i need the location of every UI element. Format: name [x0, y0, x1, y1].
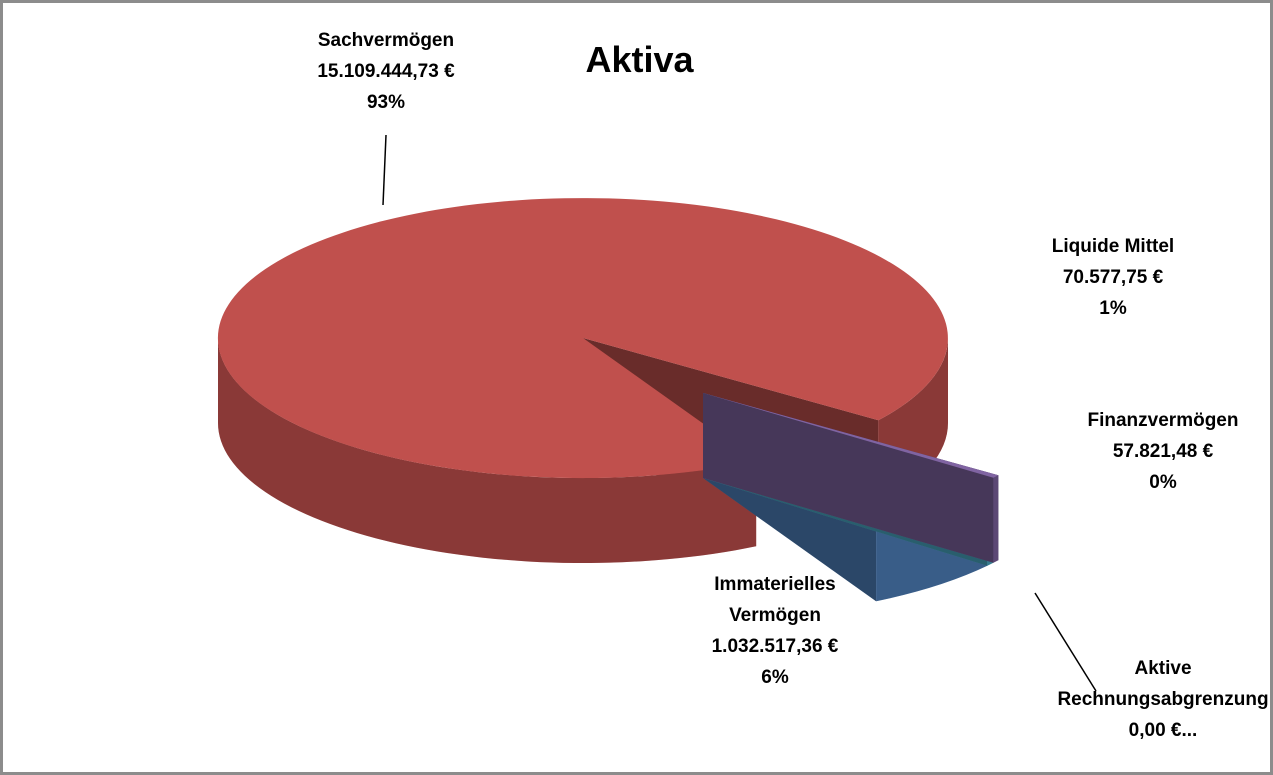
leader-line [382, 134, 387, 206]
slice-side-shade [217, 338, 757, 564]
slice-side-shade [993, 475, 999, 563]
chart [217, 134, 1097, 692]
slice-top [703, 393, 999, 478]
category-label: Aktive Rechnungsabgrenzung [1057, 658, 1269, 710]
slice [703, 393, 999, 563]
percent-label: 0% [1149, 472, 1177, 493]
category-label: Finanzvermögen [1087, 410, 1239, 431]
data-label: Immaterielles Vermögen 1.032.517,36 € 6% [700, 569, 850, 693]
data-label: Sachvermögen 15.109.444,73 € 93% [256, 25, 516, 118]
chart-title: Aktiva [585, 39, 694, 80]
slice-cut-face-shade [703, 393, 994, 563]
percent-label: 1% [1099, 298, 1127, 319]
value-label: 15.109.444,73 € [317, 61, 455, 82]
leader-line [1034, 592, 1097, 692]
value-label: 1.032.517,36 € [711, 636, 839, 657]
slice-side [217, 338, 757, 564]
percent-label: 93% [366, 92, 406, 113]
category-label: Liquide Mittel [1051, 236, 1175, 257]
data-label: Aktive Rechnungsabgrenzung 0,00 €... [1048, 653, 1273, 746]
percent-label: 6% [761, 667, 789, 688]
value-label: 57.821,48 € [1112, 441, 1214, 462]
category-label: Immaterielles Vermögen [714, 574, 836, 626]
category-label: Sachvermögen [317, 30, 455, 51]
value-label: 0,00 €... [1128, 720, 1198, 741]
data-label: Finanzvermögen 57.821,48 € 0% [1053, 405, 1273, 498]
data-label: Liquide Mittel 70.577,75 € 1% [1013, 231, 1213, 324]
slice-side [993, 475, 999, 563]
value-label: 70.577,75 € [1062, 267, 1164, 288]
slice-cut-face [703, 393, 994, 563]
slice-top [217, 198, 948, 479]
